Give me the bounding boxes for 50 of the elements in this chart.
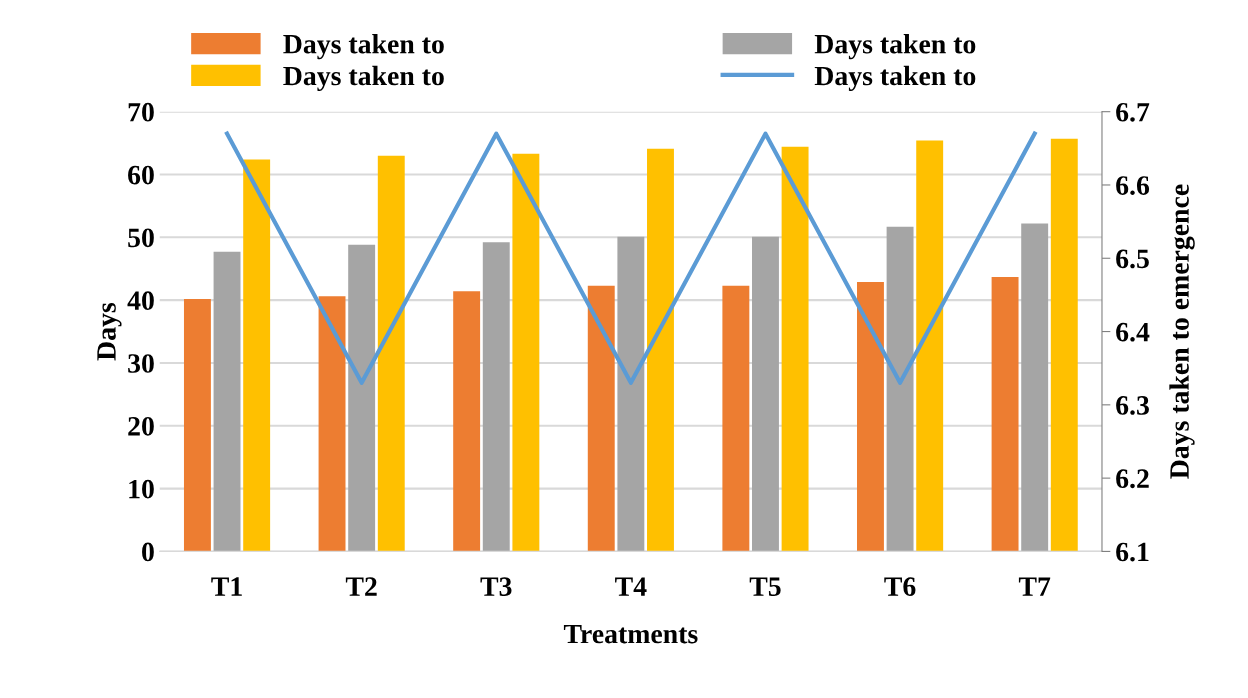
y-tick-label: 0 <box>142 542 154 562</box>
bar <box>482 242 510 552</box>
y2-tick-label: 6.1 <box>1116 542 1149 562</box>
bar <box>857 281 884 552</box>
y-tick-label: 70 <box>128 102 154 122</box>
bar <box>243 159 271 552</box>
y-tick-label: 60 <box>128 165 154 185</box>
legend-label: Days taken to <box>283 65 444 92</box>
x-tick-label: T4 <box>615 577 647 596</box>
bar <box>587 285 615 552</box>
bar <box>318 296 346 552</box>
x-axis-title: Treatments <box>563 624 698 644</box>
y2-tick-label: 6.6 <box>1116 176 1150 195</box>
x-tick-label: T7 <box>1018 577 1051 596</box>
legend-label: Days taken to <box>283 33 444 60</box>
bar <box>348 244 376 552</box>
y2-tick-label: 6.5 <box>1116 249 1149 269</box>
x-tick-label: T3 <box>480 577 512 596</box>
bar <box>781 146 809 552</box>
bar <box>453 291 481 552</box>
x-tick-label: T5 <box>749 577 781 596</box>
y2-tick-label: 6.2 <box>1116 469 1149 489</box>
bar <box>722 285 750 552</box>
y-tick-label: 40 <box>127 291 154 311</box>
y2-axis-title: Days taken to emergence <box>1169 184 1195 479</box>
bar <box>916 140 944 552</box>
bar <box>752 236 779 552</box>
y2-tick-label: 6.7 <box>1116 102 1150 122</box>
legend-label: Days taken to <box>814 33 976 60</box>
bar <box>213 251 241 552</box>
bar <box>512 153 540 552</box>
y-axis-title: Days <box>97 302 122 361</box>
bar <box>377 155 405 552</box>
bar <box>1021 223 1049 552</box>
bar <box>617 236 645 552</box>
x-tick-label: T1 <box>211 577 242 596</box>
bar <box>1050 138 1078 552</box>
y-tick-label: 20 <box>128 416 154 436</box>
y-tick-label: 30 <box>128 354 154 373</box>
bar <box>647 148 674 552</box>
legend-label: Days taken to <box>814 65 976 92</box>
x-tick-label: T6 <box>884 577 916 596</box>
y2-tick-label: 6.3 <box>1116 396 1149 415</box>
bar <box>183 298 211 552</box>
bar <box>991 276 1019 552</box>
x-tick-label: T2 <box>345 577 377 596</box>
bar <box>886 226 914 552</box>
y-tick-label: 50 <box>128 228 154 248</box>
y-tick-label: 10 <box>129 479 154 499</box>
y2-tick-label: 6.4 <box>1116 322 1150 342</box>
